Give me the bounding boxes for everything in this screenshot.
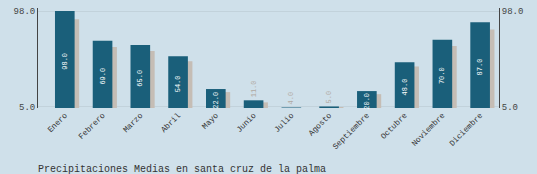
svg-text:Julio: Julio: [272, 111, 295, 134]
svg-text:98.0: 98.0: [502, 7, 524, 17]
svg-text:Precipitaciones Medias en sant: Precipitaciones Medias en santa cruz de …: [38, 164, 326, 174]
svg-text:4.0: 4.0: [287, 92, 295, 105]
svg-text:Marzo: Marzo: [121, 111, 144, 134]
svg-text:87.0: 87.0: [476, 59, 484, 76]
svg-text:Abril: Abril: [159, 111, 182, 134]
svg-text:Diciembre: Diciembre: [447, 111, 484, 148]
svg-text:Febrero: Febrero: [77, 111, 107, 141]
svg-text:5.0: 5.0: [325, 91, 333, 104]
svg-text:70.0: 70.0: [438, 67, 446, 84]
svg-text:5.0: 5.0: [19, 103, 35, 113]
svg-text:20.0: 20.0: [363, 93, 371, 110]
svg-text:5.0: 5.0: [502, 103, 518, 113]
svg-text:Noviembre: Noviembre: [410, 111, 447, 148]
svg-text:69.0: 69.0: [99, 68, 107, 85]
svg-text:22.0: 22.0: [212, 92, 220, 109]
svg-text:11.0: 11.0: [250, 80, 258, 97]
svg-text:Octubre: Octubre: [379, 111, 409, 141]
svg-text:98.0: 98.0: [14, 7, 36, 17]
svg-text:48.0: 48.0: [401, 79, 409, 96]
svg-text:65.0: 65.0: [136, 70, 144, 87]
svg-text:Junio: Junio: [234, 111, 257, 134]
svg-text:Septiembre: Septiembre: [331, 111, 371, 151]
svg-text:Agosto: Agosto: [307, 111, 334, 138]
svg-text:54.0: 54.0: [174, 75, 182, 92]
svg-text:Enero: Enero: [46, 111, 69, 134]
svg-text:Mayo: Mayo: [200, 111, 220, 131]
svg-text:98.0: 98.0: [61, 53, 69, 70]
